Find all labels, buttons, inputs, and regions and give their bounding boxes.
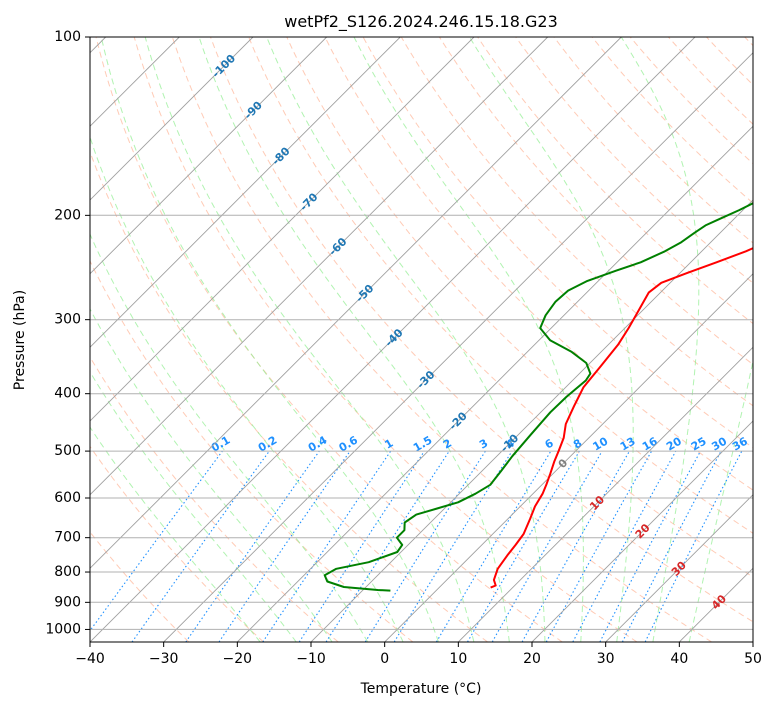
isobars — [90, 37, 753, 630]
dry-adiabat — [706, 37, 753, 86]
y-tick-label: 800 — [54, 564, 81, 580]
isotherm — [236, 125, 753, 642]
x-axis-label: Temperature (°C) — [360, 681, 482, 697]
dry-adiabat — [95, 37, 563, 642]
moist-adiabat — [90, 135, 404, 642]
mixing-ratio-line — [545, 450, 653, 642]
mixing-ratio-label: 6 — [543, 436, 556, 451]
mixing-ratio-line — [521, 450, 630, 642]
isotherm — [90, 37, 622, 569]
y-tick-label: 600 — [54, 490, 81, 506]
moist-adiabat — [90, 232, 369, 642]
chart-title: wetPf2_S126.2024.246.15.18.G23 — [284, 12, 558, 32]
moist-adiabat — [100, 37, 439, 642]
moist-adiabat — [90, 308, 333, 642]
dry-adiabat — [210, 37, 753, 623]
mixing-ratio-line — [185, 450, 320, 642]
dry-adiabat — [90, 150, 488, 642]
y-tick-label: 900 — [54, 594, 81, 610]
moist-adiabat — [688, 358, 753, 642]
moist-adiabat — [469, 37, 634, 642]
isotherm — [90, 37, 254, 201]
dry-adiabat — [553, 37, 753, 244]
dry-adiabat — [515, 37, 753, 284]
x-tick-label: −40 — [75, 651, 105, 667]
moist-adiabat — [620, 37, 700, 642]
isotherms — [90, 37, 753, 642]
mixing-ratio-line — [262, 450, 392, 642]
y-tick-label: 100 — [54, 29, 81, 45]
isotherm — [457, 346, 753, 642]
dry-adiabat — [286, 37, 753, 534]
dry-adiabat — [90, 259, 414, 642]
dry-adiabat — [248, 37, 753, 578]
plot-area: 0.1 0.2 0.4 0.6 1 1.5 2 3 4 6 8 10 13 16 20 25 30 36 -100… — [90, 37, 753, 642]
isotherm — [90, 37, 401, 348]
isotherm — [163, 52, 753, 642]
isotherm — [90, 37, 328, 275]
y-tick-label: 200 — [54, 207, 81, 223]
mixing-ratio-line — [364, 450, 486, 642]
y-tick-label: 300 — [54, 312, 81, 328]
mixing-ratio-line — [572, 450, 677, 642]
isotherm — [605, 494, 753, 642]
temperature-profile — [490, 247, 753, 589]
x-tick-label: 10 — [449, 651, 467, 667]
moist-adiabat — [353, 37, 584, 642]
dry-adiabat — [90, 445, 264, 642]
mixing-ratio-line — [218, 450, 351, 642]
moist-adiabat — [266, 37, 546, 642]
y-tick-label: 500 — [54, 443, 81, 459]
dry-adiabat — [668, 37, 753, 125]
mixing-ratio-label: 2 — [441, 437, 454, 452]
mixing-ratio-line — [325, 450, 450, 642]
mixing-ratio-line — [644, 450, 743, 642]
moist-adiabat — [90, 370, 297, 642]
mixing-ratio-label: 3 — [477, 437, 490, 452]
dry-adiabat — [90, 531, 190, 642]
mixing-ratio-line — [393, 450, 513, 642]
x-tick-label: 20 — [523, 651, 541, 667]
y-axis-label: Pressure (hPa) — [12, 290, 28, 390]
y-axis: 100 200 300 400 500 600 700 800 900 1000 — [45, 29, 90, 637]
dry-adiabat — [133, 37, 638, 642]
isotherm — [678, 567, 753, 642]
dry-adiabat — [171, 37, 712, 642]
dry-adiabat — [744, 37, 753, 47]
x-tick-label: 40 — [670, 651, 688, 667]
mixing-ratio-line — [90, 450, 223, 632]
isotherm — [531, 420, 753, 642]
isotherm — [310, 199, 753, 642]
moist-adiabat — [198, 37, 510, 642]
dry-adiabat — [324, 37, 753, 491]
dry-adiabat — [90, 356, 339, 642]
isotherm — [90, 37, 475, 422]
x-tick-label: 50 — [744, 651, 762, 667]
isotherm — [384, 273, 753, 642]
sounding-profiles — [323, 202, 753, 592]
isotherm — [90, 37, 549, 496]
dry-adiabat — [591, 37, 753, 204]
x-tick-label: 30 — [597, 651, 615, 667]
mixing-ratio-line — [298, 450, 425, 642]
dewpoint-profile — [323, 202, 753, 592]
x-tick-label: −10 — [296, 651, 326, 667]
mixing-ratio-line — [131, 450, 270, 642]
plot-frame — [89, 36, 754, 643]
x-axis: −40 −30 −20 −10 0 10 20 30 40 50 — [75, 642, 762, 667]
isotherm — [90, 37, 696, 642]
isotherm — [752, 641, 753, 642]
dry-adiabats — [90, 37, 753, 642]
moist-adiabat — [144, 37, 475, 642]
x-tick-label: −30 — [149, 651, 179, 667]
moist-adiabat — [90, 426, 261, 642]
y-tick-label: 400 — [54, 386, 81, 402]
y-tick-label: 700 — [54, 530, 81, 546]
mixing-ratio-line — [599, 450, 701, 642]
x-tick-label: 0 — [380, 651, 389, 667]
x-tick-label: −20 — [223, 651, 253, 667]
y-tick-label: 1000 — [45, 621, 81, 637]
